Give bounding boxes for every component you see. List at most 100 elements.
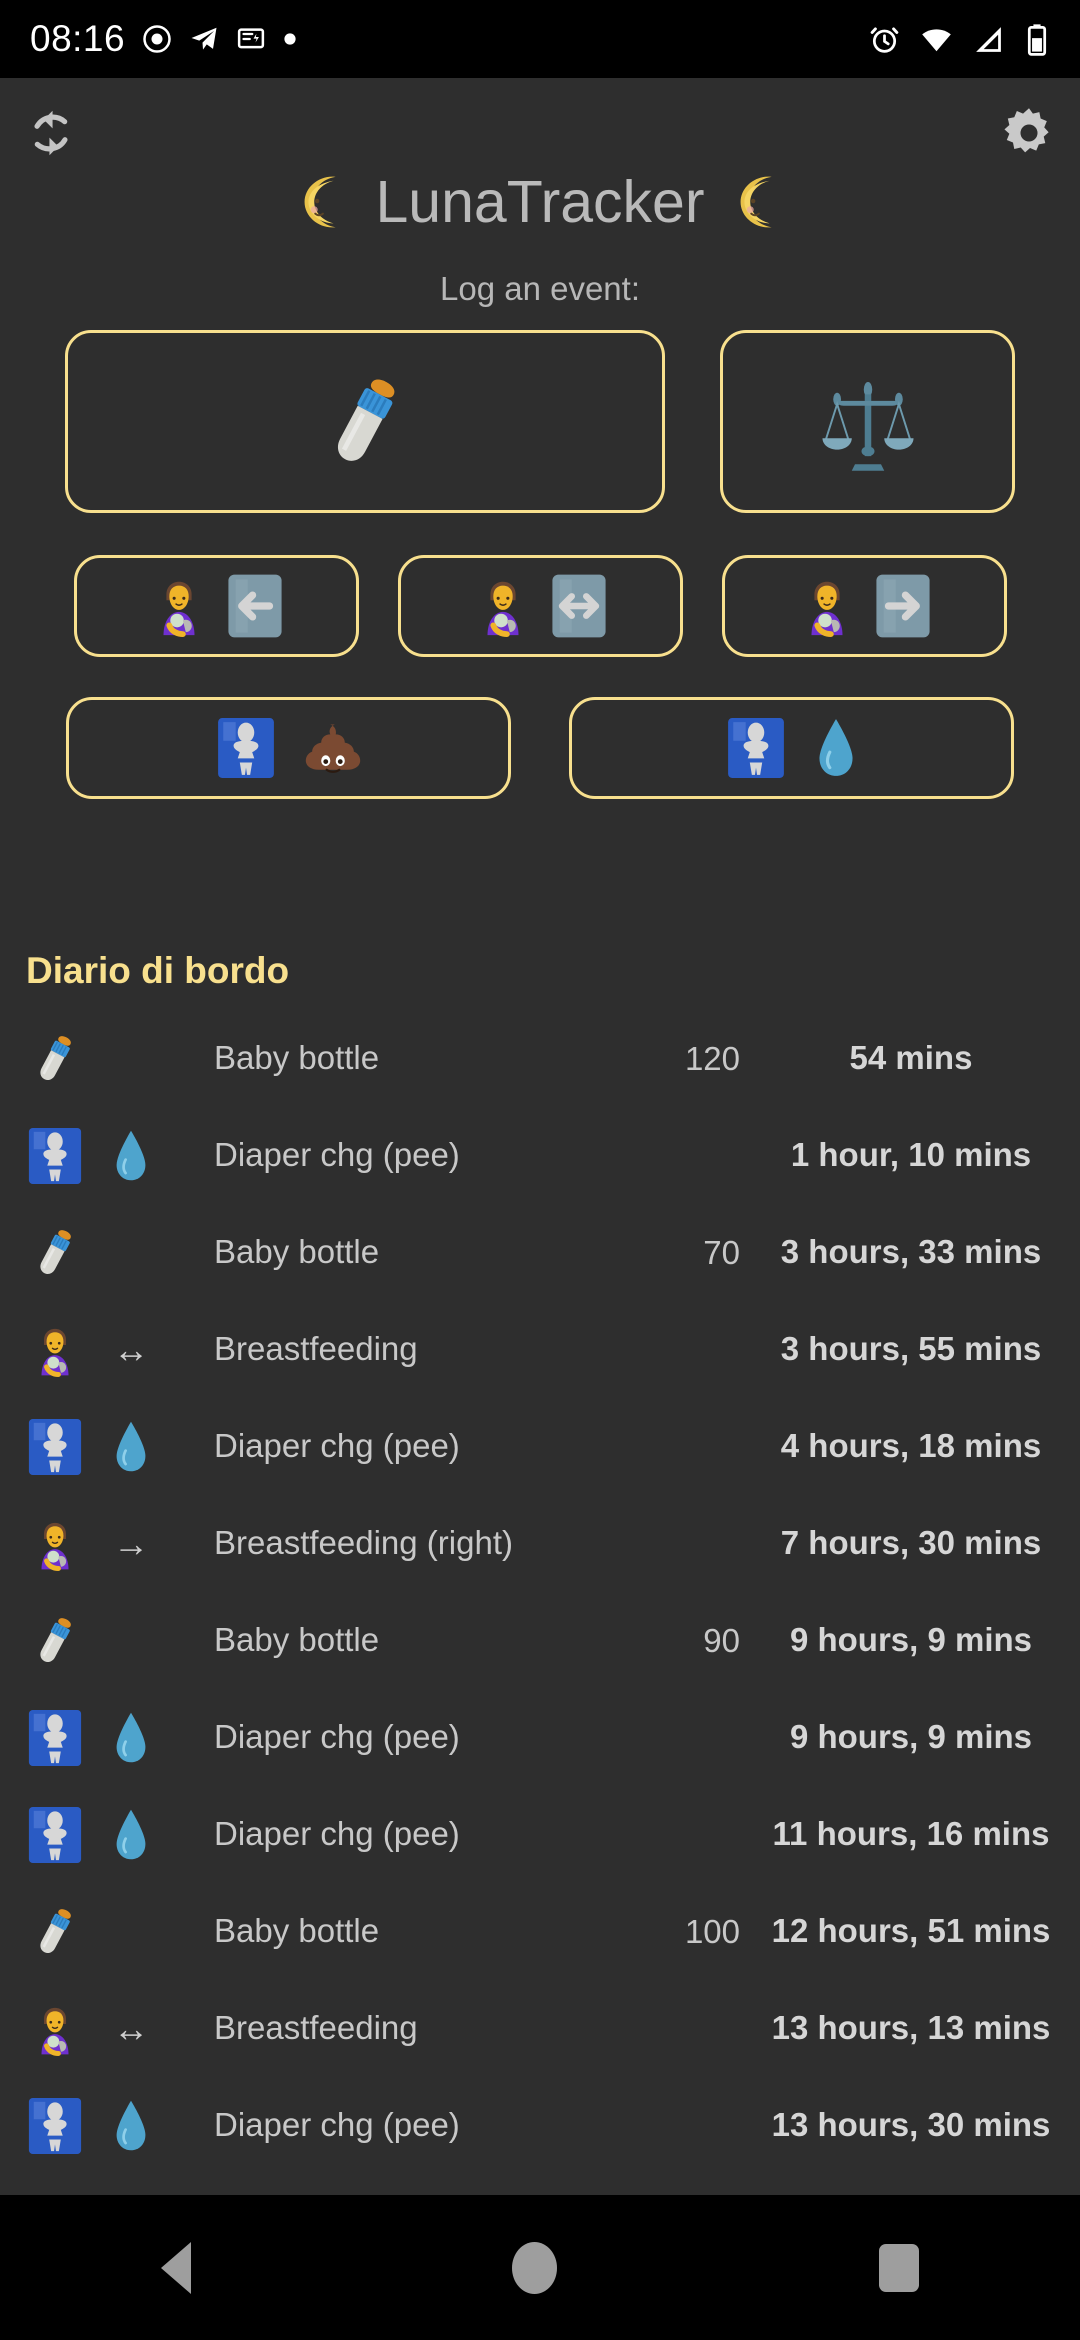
diary-row-elapsed: 11 hours, 16 mins (772, 1815, 1050, 1853)
message-flash-icon (237, 28, 265, 49)
diary-row-quantity: 120 (684, 1039, 740, 1077)
breastfeeding-icon (41, 1522, 69, 1571)
diary-row-type-icon (24, 1222, 86, 1284)
back-triangle-icon[interactable] (160, 2241, 191, 2294)
baby-symbol-icon (28, 1709, 82, 1766)
crescent-moon-face-icon-left (305, 176, 337, 228)
diary-row[interactable]: Diaper chg (pee) 11 hours, 16 mins (0, 1786, 1080, 1883)
diary-row-elapsed: 9 hours, 9 mins (789, 1621, 1033, 1659)
diary-row-modifier-icon: ↔ (113, 1328, 149, 1370)
breastfeeding-right-button[interactable] (721, 555, 1007, 657)
diary-row-modifier-icon (108, 1711, 154, 1765)
diary-row[interactable]: Baby bottle 90 9 hours, 9 mins (0, 1592, 1080, 1689)
left-right-arrow-icon (552, 574, 606, 638)
diary-row[interactable]: ↔ Breastfeeding 3 hours, 55 mins (0, 1301, 1080, 1398)
diary-row[interactable]: Baby bottle 120 54 mins (0, 1010, 1080, 1107)
diary-row-label: Baby bottle (214, 1233, 380, 1271)
diary-row-icons (24, 1416, 214, 1478)
status-bar-clock: 08:16 (30, 18, 126, 59)
breastfeeding-left-button[interactable] (73, 555, 359, 657)
droplet-icon (116, 1130, 146, 1180)
diary-row-type-icon (24, 1804, 86, 1866)
diary-row[interactable]: Diaper chg (pee) 4 hours, 18 mins (0, 1398, 1080, 1495)
diary-row-type-icon (24, 1707, 86, 1769)
baby-bottle-icon (40, 1617, 71, 1662)
diary-row-type-icon (24, 2095, 86, 2157)
log-button-row-2 (0, 555, 1080, 657)
weight-scale-button[interactable] (720, 330, 1015, 513)
diary-row-label: Baby bottle (214, 1912, 380, 1950)
droplet-icon (116, 1809, 146, 1859)
diary-row-elapsed: 9 hours, 9 mins (789, 1718, 1033, 1756)
droplet-icon (116, 1712, 146, 1762)
diary-row-type-icon (24, 1901, 86, 1963)
diary-row-elapsed: 3 hours, 33 mins (780, 1233, 1042, 1271)
diary-row-label: Diaper chg (pee) (214, 2106, 460, 2144)
diary-row-icons (24, 1222, 214, 1284)
breastfeeding-icon (163, 581, 195, 637)
record-dot-icon (143, 25, 171, 53)
diary-row-label: Breastfeeding (right) (214, 1524, 513, 1562)
diary-row-icons (24, 1707, 214, 1769)
diary-row-icons: ↔ (24, 1319, 214, 1381)
diary-row-label: Breastfeeding (214, 1330, 418, 1368)
breastfeeding-both-button[interactable] (397, 555, 683, 657)
telegram-icon (191, 27, 217, 50)
diary-row-type-icon (24, 1125, 86, 1187)
diary-row-label: Baby bottle (214, 1621, 380, 1659)
diary-row-label: Diaper chg (pee) (214, 1136, 460, 1174)
diaper-poop-button[interactable] (66, 697, 511, 799)
sync-button[interactable] (20, 102, 82, 164)
baby-symbol-icon (217, 718, 274, 778)
baby-bottle-icon (40, 1229, 71, 1274)
diary-row[interactable]: Baby bottle 100 12 hours, 51 mins (0, 1883, 1080, 1980)
baby-symbol-icon (28, 1127, 82, 1184)
breastfeeding-icon (41, 2007, 69, 2056)
baby-bottle-button[interactable] (65, 330, 665, 513)
diary-row[interactable]: Diaper chg (pee) 13 hours, 30 mins (0, 2077, 1080, 2174)
baby-symbol-icon (28, 1418, 82, 1475)
diary-row[interactable]: ↔ Breastfeeding 13 hours, 13 mins (0, 1980, 1080, 2077)
diary-row-quantity: 90 (703, 1621, 740, 1659)
log-event-subtitle: Log an event: (440, 270, 640, 307)
dot-icon (284, 33, 296, 45)
diary-row-elapsed: 1 hour, 10 mins (790, 1136, 1032, 1174)
droplet-icon (818, 719, 853, 776)
diary-row-label: Diaper chg (pee) (214, 1815, 460, 1853)
home-circle-icon[interactable] (512, 2241, 558, 2294)
diary-row-type-icon (24, 1028, 86, 1090)
diary-row-label: Diaper chg (pee) (214, 1718, 460, 1756)
diary-row-icons: ↔ (24, 1998, 214, 2060)
diary-row-icons: → (24, 1513, 214, 1575)
app-bar (0, 78, 1080, 186)
settings-button[interactable] (998, 102, 1060, 164)
diary-row-label: Diaper chg (pee) (214, 1427, 460, 1465)
diary-row-type-icon (24, 1998, 86, 2060)
droplet-icon (116, 2100, 146, 2150)
diary-row[interactable]: Baby bottle 70 3 hours, 33 mins (0, 1204, 1080, 1301)
right-arrow-icon (876, 574, 930, 638)
status-bar-right (868, 23, 1050, 56)
gear-icon (1004, 108, 1049, 153)
log-button-row-1 (0, 330, 1080, 513)
diary-row-quantity: 100 (684, 1912, 740, 1950)
diary-row-modifier-icon: ↔ (113, 2007, 149, 2049)
status-bar-left: 08:16 (30, 18, 868, 60)
android-nav-bar (0, 2195, 1080, 2340)
recents-square-icon[interactable] (879, 2243, 920, 2292)
left-arrow-icon (228, 574, 282, 638)
diary-row-type-icon (24, 1513, 86, 1575)
cellular-signal-icon (976, 26, 1001, 52)
diaper-pee-button[interactable] (569, 697, 1014, 799)
diary-row[interactable]: Diaper chg (pee) 1 hour, 10 mins (0, 1107, 1080, 1204)
diary-row[interactable]: Diaper chg (pee) 9 hours, 9 mins (0, 1689, 1080, 1786)
crescent-moon-face-icon-right (740, 176, 772, 228)
diary-row-type-icon (24, 1610, 86, 1672)
log-event-buttons (0, 330, 1080, 799)
diary-row-modifier-icon (108, 2099, 154, 2153)
baby-symbol-icon (727, 718, 784, 778)
battery-icon (1027, 23, 1047, 56)
diary-row-quantity: 70 (703, 1233, 740, 1271)
diary-row[interactable]: → Breastfeeding (right) 7 hours, 30 mins (0, 1495, 1080, 1592)
